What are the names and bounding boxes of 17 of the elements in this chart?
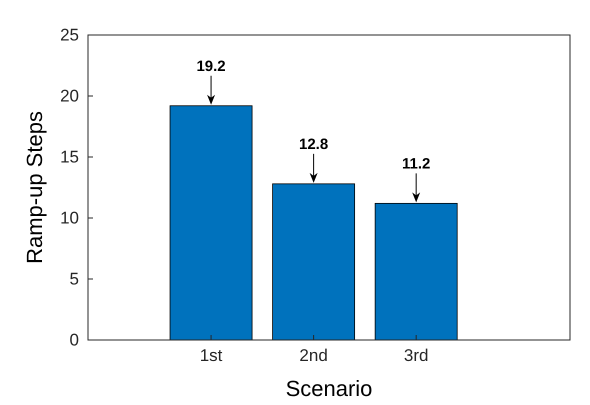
- bar: [374, 202, 458, 340]
- y-tick-label: 5: [70, 269, 79, 288]
- y-axis-title: Ramp-up Steps: [22, 111, 47, 264]
- y-tick-label: 15: [60, 147, 79, 166]
- bar: [170, 105, 252, 340]
- data-label: 19.2: [196, 58, 226, 75]
- y-tick-label: 10: [60, 208, 79, 228]
- x-tick-label: 2nd: [299, 346, 328, 366]
- bar: [272, 183, 356, 340]
- data-label: 12.8: [299, 136, 328, 153]
- x-tick-label: 1st: [200, 346, 223, 366]
- y-tick-label: 20: [60, 86, 79, 106]
- x-axis-title: Scenario: [286, 376, 372, 401]
- y-tick-label: 0: [70, 330, 79, 350]
- y-tick-label: 25: [60, 25, 79, 44]
- data-label: 11.2: [402, 155, 430, 172]
- x-tick-label: 3rd: [404, 346, 428, 366]
